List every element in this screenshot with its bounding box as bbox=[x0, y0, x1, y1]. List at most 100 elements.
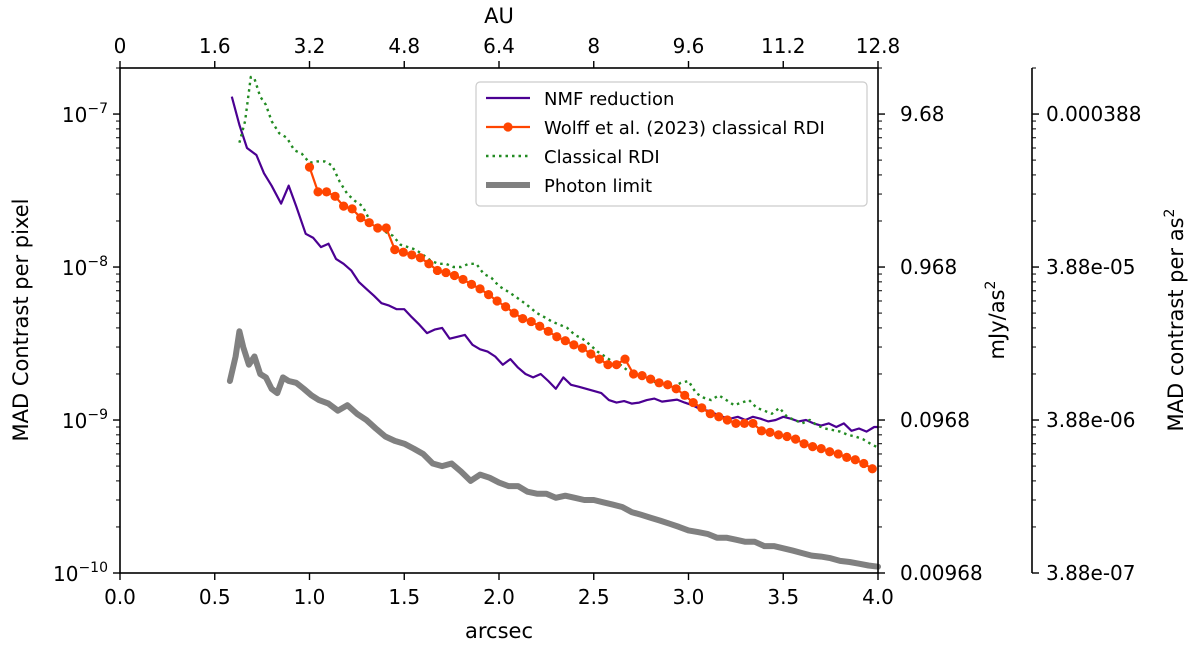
top-x-tick-label: 6.4 bbox=[483, 34, 515, 58]
right1-tick-label: 9.68 bbox=[900, 102, 945, 126]
series-line-nmf-reduction bbox=[230, 96, 878, 433]
data-point bbox=[518, 314, 528, 324]
data-point bbox=[313, 187, 323, 197]
y-tick-exponent: −10 bbox=[78, 560, 108, 576]
data-point bbox=[748, 418, 758, 429]
data-point bbox=[475, 284, 485, 294]
y-tick-label: 10−10 bbox=[53, 560, 108, 586]
data-point bbox=[569, 340, 579, 350]
top-x-tick-label: 12.8 bbox=[856, 34, 901, 58]
data-point bbox=[756, 426, 767, 436]
top-x-tick-label: 1.6 bbox=[199, 34, 231, 58]
data-point bbox=[705, 409, 715, 419]
data-point bbox=[466, 279, 477, 289]
x-tick-label: 4.0 bbox=[862, 585, 894, 609]
data-point bbox=[535, 321, 545, 331]
data-point bbox=[509, 308, 519, 318]
data-point bbox=[816, 444, 826, 454]
y-tick-base: 10 bbox=[62, 409, 87, 433]
data-point bbox=[842, 452, 852, 462]
x-tick-label: 3.5 bbox=[767, 585, 799, 609]
data-point bbox=[790, 434, 801, 444]
legend-label: Photon limit bbox=[544, 176, 652, 197]
bottom-x-axis: 0.0 0.5 1.0 1.5 2.0 2.5 3.0 3.5 4.0 bbox=[104, 573, 894, 609]
data-point bbox=[483, 290, 494, 300]
y-tick-label: 10−9 bbox=[62, 407, 108, 433]
y-tick-exponent: −7 bbox=[87, 101, 108, 117]
right1-tick-label: 0.0968 bbox=[900, 408, 970, 432]
data-point bbox=[586, 349, 596, 359]
y-tick-exponent: −8 bbox=[87, 254, 108, 270]
top-x-axis-label: AU bbox=[484, 4, 514, 28]
y-tick-label: 10−7 bbox=[62, 101, 108, 127]
x-tick-label: 2.5 bbox=[578, 585, 610, 609]
data-point bbox=[637, 371, 647, 381]
data-point bbox=[731, 418, 741, 429]
data-point bbox=[552, 332, 562, 342]
data-point bbox=[714, 412, 724, 422]
data-point bbox=[603, 360, 613, 370]
data-point bbox=[722, 415, 732, 425]
data-point bbox=[765, 427, 775, 437]
x-tick-label: 3.0 bbox=[673, 585, 705, 609]
data-point bbox=[663, 380, 673, 390]
data-point bbox=[492, 296, 502, 306]
data-point bbox=[680, 390, 690, 400]
top-x-tick-label: 4.8 bbox=[388, 34, 420, 58]
y-tick-base: 10 bbox=[62, 256, 87, 280]
data-point bbox=[646, 374, 656, 384]
legend-label: Wolff et al. (2023) classical RDI bbox=[544, 118, 825, 139]
top-x-tick-label: 11.2 bbox=[761, 34, 806, 58]
legend-label: NMF reduction bbox=[544, 89, 674, 110]
data-point bbox=[628, 369, 639, 379]
data-point bbox=[526, 316, 536, 327]
right-y-axis-label-contrast: MAD contrast per as2 bbox=[1162, 209, 1188, 432]
data-point bbox=[339, 201, 349, 211]
right2-tick-label: 3.88e-05 bbox=[1046, 255, 1136, 279]
contrast-label-superscript: 2 bbox=[1162, 209, 1178, 218]
right-y-axis-label-mjy: mJy/as2 bbox=[983, 281, 1009, 360]
x-tick-label: 0.5 bbox=[199, 585, 231, 609]
data-point bbox=[407, 250, 417, 260]
y-tick-exponent: −9 bbox=[87, 407, 108, 423]
top-x-tick-label: 8 bbox=[587, 34, 600, 58]
data-point bbox=[390, 245, 400, 255]
data-point bbox=[356, 213, 366, 223]
data-point bbox=[697, 403, 707, 413]
data-point bbox=[449, 270, 460, 281]
right2-tick-label: 3.88e-07 bbox=[1046, 561, 1136, 585]
data-point bbox=[859, 458, 869, 469]
data-point bbox=[432, 265, 443, 276]
x-axis-label: arcsec bbox=[465, 619, 533, 643]
data-point bbox=[799, 439, 809, 449]
data-point bbox=[347, 204, 357, 214]
data-point bbox=[424, 259, 434, 269]
right2-tick-label: 0.000388 bbox=[1046, 102, 1141, 126]
data-point bbox=[739, 418, 750, 429]
data-point bbox=[560, 336, 570, 346]
x-tick-label: 1.5 bbox=[388, 585, 420, 609]
right1-tick-label: 0.968 bbox=[900, 255, 957, 279]
data-point bbox=[671, 384, 681, 394]
x-tick-label: 0.0 bbox=[104, 585, 136, 609]
data-point bbox=[782, 431, 792, 442]
mjy-label-superscript: 2 bbox=[983, 281, 999, 290]
y-axis-label: MAD Contrast per pixel bbox=[9, 199, 33, 442]
legend: NMF reduction Wolff et al. (2023) classic… bbox=[475, 81, 868, 207]
y-tick-label: 10−8 bbox=[62, 254, 108, 280]
data-point bbox=[825, 447, 835, 457]
data-point bbox=[330, 191, 340, 201]
legend-box bbox=[475, 81, 868, 207]
series-line-wolff-et-al-2023-classical-rdi bbox=[308, 166, 873, 470]
contrast-label-text: MAD contrast per as bbox=[1164, 217, 1188, 431]
data-point bbox=[773, 430, 784, 440]
data-point bbox=[611, 360, 622, 370]
data-point bbox=[304, 162, 315, 172]
data-point bbox=[620, 354, 630, 364]
series-layer bbox=[226, 75, 881, 570]
data-point bbox=[501, 302, 511, 312]
data-point bbox=[364, 218, 374, 228]
data-point bbox=[398, 247, 408, 257]
